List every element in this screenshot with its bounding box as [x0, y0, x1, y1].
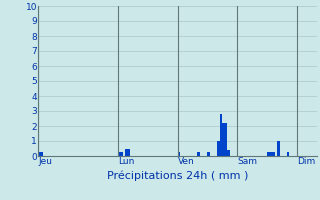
Bar [269, 152, 272, 156]
Bar [277, 141, 279, 156]
Bar [128, 148, 130, 156]
Bar [225, 123, 227, 156]
Bar [267, 152, 269, 156]
Bar [120, 152, 123, 156]
Bar [287, 152, 290, 156]
Bar [207, 152, 210, 156]
Bar [178, 152, 180, 156]
Bar [41, 152, 44, 156]
Bar [118, 152, 120, 156]
Bar [222, 123, 225, 156]
Bar [272, 152, 275, 156]
Bar [227, 150, 230, 156]
Bar [125, 148, 128, 156]
Bar [217, 141, 220, 156]
Bar [38, 152, 41, 156]
X-axis label: Précipitations 24h ( mm ): Précipitations 24h ( mm ) [107, 171, 248, 181]
Bar [220, 114, 222, 156]
Bar [197, 152, 200, 156]
